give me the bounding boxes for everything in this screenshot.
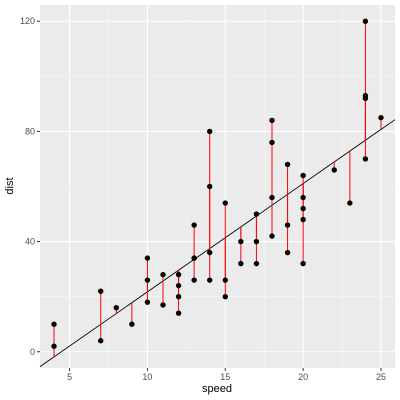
data-point bbox=[222, 277, 228, 283]
regression-layer bbox=[39, 119, 396, 367]
y-tick-label: 0 bbox=[30, 347, 35, 357]
data-point bbox=[269, 117, 275, 124]
data-point bbox=[144, 277, 151, 283]
data-point bbox=[51, 321, 57, 327]
data-point bbox=[175, 271, 182, 278]
data-point bbox=[300, 194, 306, 201]
data-point bbox=[207, 128, 213, 135]
axis-ticks: 5 10 15 20 25 0 40 80 120 bbox=[20, 16, 386, 382]
y-tick-label: 120 bbox=[20, 16, 35, 26]
data-point bbox=[362, 92, 369, 99]
x-tick-label: 25 bbox=[376, 372, 386, 382]
data-point bbox=[207, 249, 213, 256]
data-point bbox=[300, 216, 306, 223]
data-point bbox=[253, 211, 260, 217]
x-tick-label: 10 bbox=[142, 372, 152, 382]
data-point bbox=[175, 282, 182, 289]
data-point bbox=[238, 260, 244, 267]
data-point bbox=[129, 321, 135, 327]
data-point bbox=[191, 222, 197, 228]
data-point bbox=[284, 222, 291, 228]
data-point bbox=[144, 299, 151, 305]
x-tick-label: 15 bbox=[220, 372, 230, 382]
data-points bbox=[51, 18, 384, 349]
data-point bbox=[191, 277, 197, 283]
data-point bbox=[253, 238, 260, 245]
data-point bbox=[362, 18, 369, 24]
residual-segments bbox=[53, 21, 382, 357]
x-tick-label: 20 bbox=[298, 372, 308, 382]
data-point bbox=[347, 200, 353, 206]
data-point bbox=[284, 161, 291, 168]
data-point bbox=[362, 156, 369, 162]
data-point bbox=[378, 114, 384, 121]
y-axis-title: dist bbox=[4, 177, 16, 194]
y-tick-label: 80 bbox=[25, 126, 35, 136]
data-point bbox=[300, 172, 306, 179]
y-tick-label: 40 bbox=[25, 237, 35, 247]
data-point bbox=[300, 205, 306, 212]
data-point bbox=[222, 293, 228, 300]
data-point bbox=[238, 238, 244, 245]
data-point bbox=[284, 249, 291, 256]
data-point bbox=[175, 293, 182, 300]
data-point bbox=[269, 139, 275, 146]
data-point bbox=[269, 194, 275, 201]
x-axis-title: speed bbox=[202, 383, 232, 395]
regression-line bbox=[39, 119, 396, 367]
data-point bbox=[144, 255, 151, 261]
data-point bbox=[191, 255, 197, 261]
data-point bbox=[113, 304, 119, 311]
data-point bbox=[175, 310, 182, 316]
data-point bbox=[160, 271, 166, 278]
data-point bbox=[300, 260, 306, 267]
data-point bbox=[98, 338, 104, 344]
data-point bbox=[98, 288, 104, 294]
data-point bbox=[222, 200, 228, 206]
data-point bbox=[207, 183, 213, 190]
data-point bbox=[51, 343, 57, 349]
x-tick-label: 5 bbox=[67, 372, 72, 382]
data-point bbox=[269, 233, 275, 239]
data-point bbox=[207, 277, 213, 283]
data-point bbox=[160, 302, 166, 308]
data-point bbox=[331, 167, 337, 173]
data-point bbox=[253, 260, 260, 267]
